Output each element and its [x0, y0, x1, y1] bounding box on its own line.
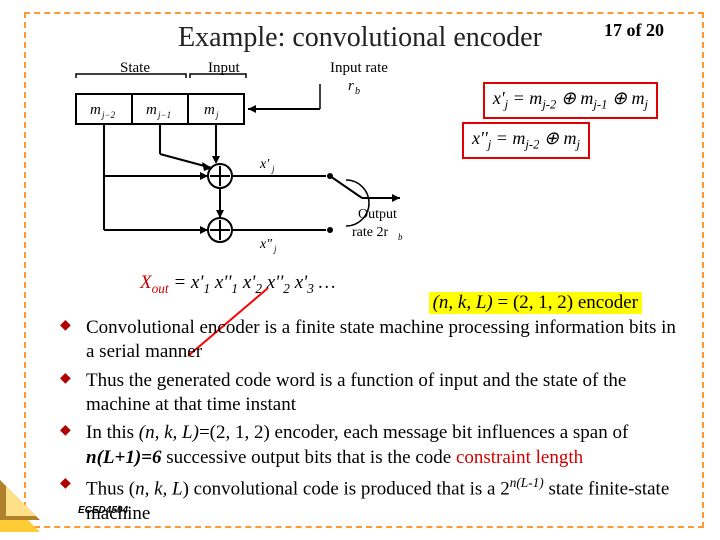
encoder-diagram: State Input Input rate r b m j−2 m j−1 m… — [60, 58, 420, 268]
page-number: 17 of 20 — [604, 20, 664, 41]
bullet-4: Thus (n, k, L) convolutional code is pro… — [60, 474, 680, 526]
svg-text:r: r — [348, 78, 354, 94]
xout-rhs: = x'1 x''1 x'2 x''2 x'3 … — [169, 272, 336, 293]
svg-text:b: b — [355, 86, 360, 97]
svg-text:Output: Output — [358, 207, 397, 222]
svg-text:x′: x′ — [259, 157, 270, 172]
eq1-text: x'j = mj-2 ⊕ mj-1 ⊕ mj — [493, 88, 648, 108]
svg-text:m: m — [204, 102, 215, 118]
svg-text:x″: x″ — [259, 237, 272, 252]
svg-text:Input rate: Input rate — [330, 60, 388, 76]
bullet-1: Convolutional encoder is a finite state … — [60, 316, 680, 365]
footer-code: ECED4504 — [78, 505, 128, 516]
svg-text:j: j — [271, 164, 275, 174]
svg-text:j: j — [273, 244, 277, 254]
xout-label: Xout — [140, 272, 169, 293]
bullet-list: Convolutional encoder is a finite state … — [60, 316, 680, 530]
encoder-tuple: (n, k, L) = (2, 1, 2) encoder — [429, 292, 642, 314]
svg-text:m: m — [90, 102, 101, 118]
svg-text:m: m — [146, 102, 157, 118]
xout-sequence: Xout = x'1 x''1 x'2 x''2 x'3 … — [140, 272, 336, 297]
equation-2: x''j = mj-2 ⊕ mj — [462, 122, 590, 159]
svg-text:j−1: j−1 — [157, 110, 171, 120]
svg-text:b: b — [398, 232, 403, 242]
bullet-3: In this (n, k, L)=(2, 1, 2) encoder, eac… — [60, 421, 680, 470]
corner-decoration — [0, 480, 48, 532]
eq2-text: x''j = mj-2 ⊕ mj — [472, 128, 580, 148]
equation-1: x'j = mj-2 ⊕ mj-1 ⊕ mj — [483, 82, 658, 119]
svg-text:j−2: j−2 — [101, 110, 116, 120]
svg-text:rate 2r: rate 2r — [352, 225, 388, 240]
svg-text:j: j — [215, 110, 219, 120]
bullet-2: Thus the generated code word is a functi… — [60, 369, 680, 418]
